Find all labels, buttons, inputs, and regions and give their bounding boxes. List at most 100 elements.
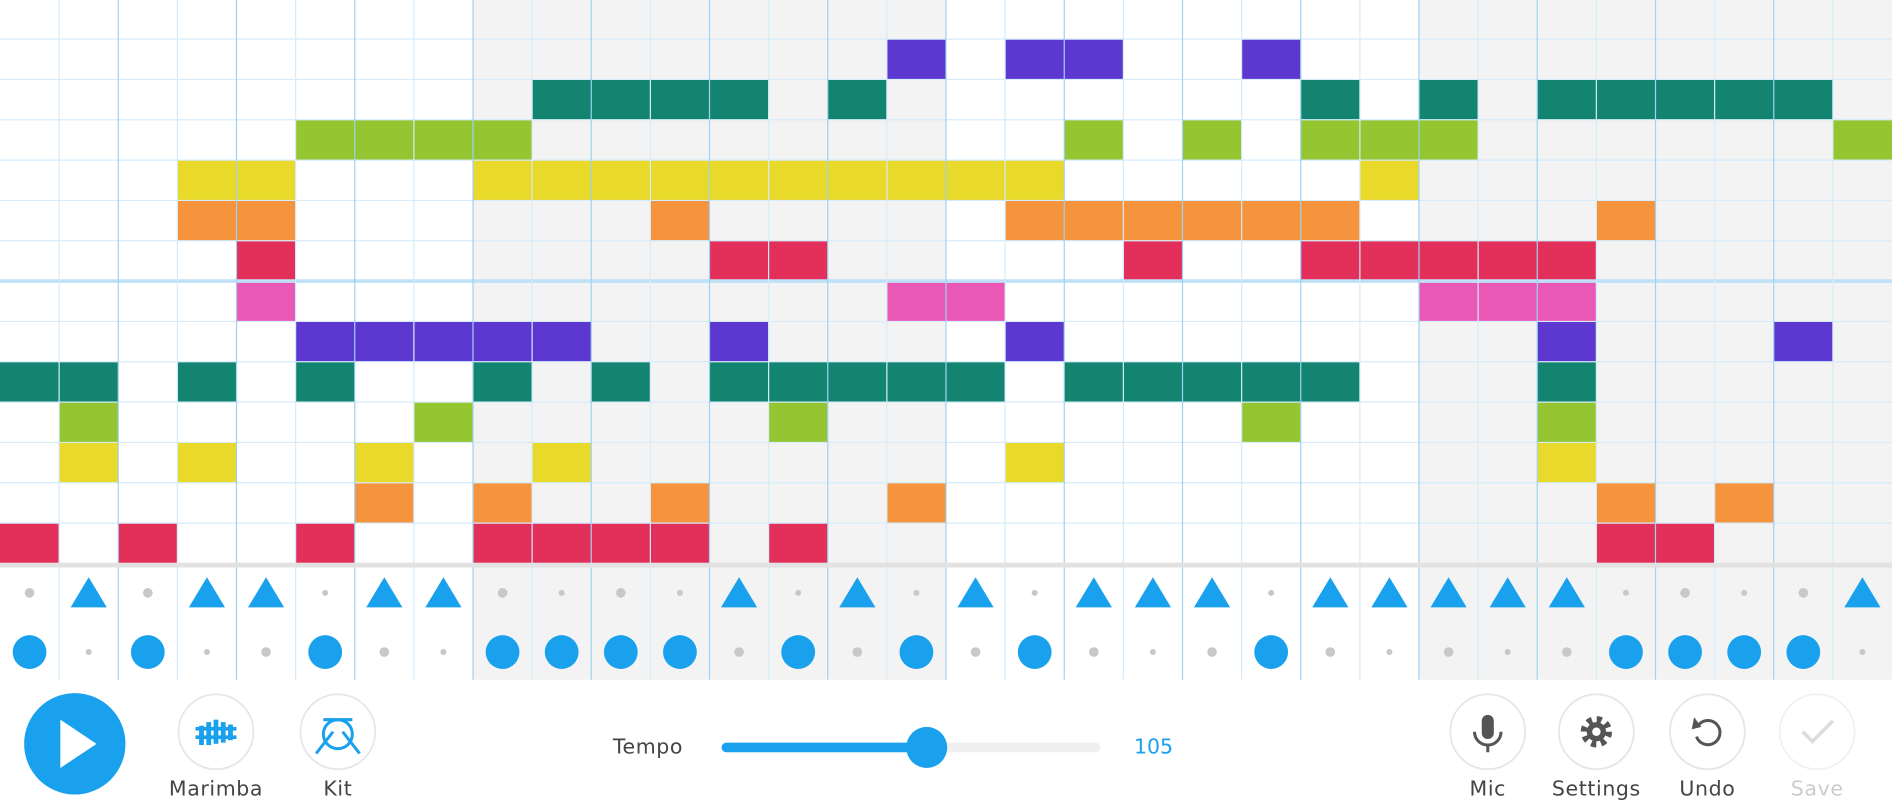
note [413,402,473,443]
note [1241,39,1301,80]
percussion-triangle [1430,577,1467,608]
save-button[interactable]: Save [1778,693,1856,801]
note [1064,119,1124,161]
percussion-triangle [1193,577,1231,608]
percussion-dot [913,589,920,596]
note [0,523,60,564]
percussion-circle [12,635,47,669]
note [473,160,533,201]
note [1537,402,1597,443]
note [1241,402,1301,443]
note [1300,240,1360,282]
percussion-dot [852,647,863,657]
percussion-triangle [425,577,462,608]
percussion-triangle [1134,577,1172,608]
percussion-dot [497,588,508,598]
note [1300,119,1360,161]
note [1064,200,1124,241]
percussion-dot [1031,589,1038,596]
note [1359,240,1419,282]
percussion-dot [1561,647,1572,657]
percussion-triangle [1844,577,1881,608]
tempo-slider[interactable] [721,726,1101,768]
note [236,240,296,282]
note [177,200,237,241]
percussion-dot [24,588,35,598]
note [1241,200,1301,241]
percussion-triangle [1489,577,1526,608]
percussion-dot [1680,588,1690,598]
percussion-triangle [1548,577,1585,608]
percussion-dot [795,589,802,596]
note [177,442,237,483]
note [946,361,1006,403]
note [1123,200,1183,241]
note [650,523,710,564]
note [768,523,828,564]
kit-label: Kit [323,777,352,801]
undo-button[interactable]: Undo [1669,693,1746,801]
percussion-dot [379,647,390,657]
note [1596,79,1656,120]
note [591,361,651,403]
note [1773,321,1833,362]
note [1359,160,1419,201]
percussion-dot [85,649,92,656]
percussion-dot [1207,647,1217,657]
note [1182,200,1242,241]
percussion-circle [1017,635,1052,669]
percussion-dot [142,588,153,598]
percussion-circle [485,635,520,669]
note [1537,442,1597,483]
note [295,321,355,362]
note [1123,361,1183,403]
note [1182,119,1242,161]
note [295,119,355,161]
percussion-dot [1149,649,1156,656]
note [1300,200,1360,241]
note [768,240,828,282]
percussion-triangle [70,577,107,608]
note [1537,240,1597,282]
note [354,119,414,161]
note [886,361,946,403]
note [650,160,710,201]
percussion-circle [1786,635,1821,669]
percussion-circle [1609,635,1643,669]
percussion-dot [1268,589,1275,596]
percussion-dot [1088,647,1099,657]
note [1182,361,1242,403]
note [1064,39,1124,80]
percussion-triangle [366,577,403,608]
note [1005,39,1065,80]
note [295,523,355,564]
note [532,523,592,564]
note [354,321,414,362]
note [1714,79,1774,120]
undo-label: Undo [1679,777,1735,801]
mic-button[interactable]: Mic [1449,693,1527,801]
percussion [12,577,1881,669]
play-button[interactable] [24,693,126,795]
note [1005,442,1065,483]
note [827,79,887,120]
note [59,402,119,443]
percussion-dot [1798,588,1809,598]
note [1596,482,1656,524]
percussion-dot [1386,649,1393,656]
note [886,39,946,80]
mic-label: Mic [1470,777,1506,801]
kit-button[interactable]: Kit [299,693,377,801]
note [1241,361,1301,403]
note [1359,119,1419,161]
percussion-dot [970,647,981,657]
note [1419,240,1479,282]
note [650,200,710,241]
note [1537,79,1597,120]
settings-button[interactable]: Settings [1552,693,1641,801]
note [473,523,533,564]
note [709,240,769,282]
instrument-button[interactable]: Marimba [169,693,263,801]
note [1300,361,1360,403]
